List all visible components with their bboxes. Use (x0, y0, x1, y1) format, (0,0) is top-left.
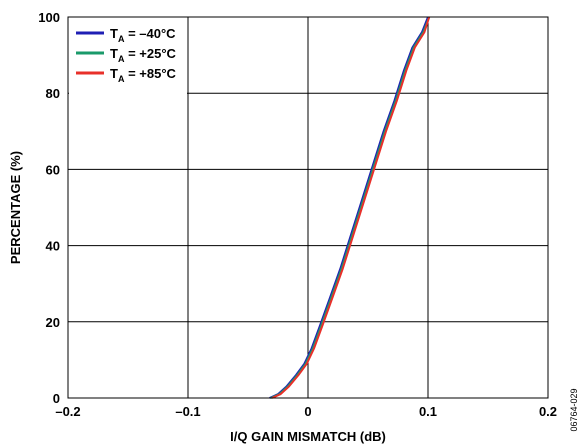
legend-label-3: TA = +85°C (110, 66, 177, 84)
legend: TA = –40°C TA = +25°C TA = +85°C (69, 18, 187, 94)
x-tick-label: –0.1 (175, 404, 200, 419)
y-tick-label: 80 (46, 86, 60, 101)
legend-label-2: TA = +25°C (110, 46, 177, 64)
y-tick-label: 20 (46, 315, 60, 330)
x-tick-label: 0 (304, 404, 311, 419)
legend-label-1: TA = –40°C (110, 26, 176, 44)
x-tick-label: 0.2 (539, 404, 557, 419)
legend-background (69, 18, 187, 94)
y-tick-labels: 0 20 40 60 80 100 (38, 10, 60, 406)
y-tick-label: 0 (53, 391, 60, 406)
series-layer (269, 16, 431, 399)
x-axis-label: I/Q GAIN MISMATCH (dB) (230, 429, 386, 444)
y-tick-label: 40 (46, 239, 60, 254)
x-tick-label: 0.1 (419, 404, 437, 419)
figure-id: 06764-029 (569, 388, 579, 431)
y-tick-label: 60 (46, 162, 60, 177)
x-tick-label: –0.2 (55, 404, 80, 419)
y-axis-label: PERCENTAGE (%) (8, 151, 23, 264)
series-line-3 (271, 16, 431, 399)
x-tick-labels: –0.2 –0.1 0 0.1 0.2 (55, 404, 557, 419)
plot-frame (67, 16, 549, 399)
y-tick-label: 100 (38, 10, 60, 25)
